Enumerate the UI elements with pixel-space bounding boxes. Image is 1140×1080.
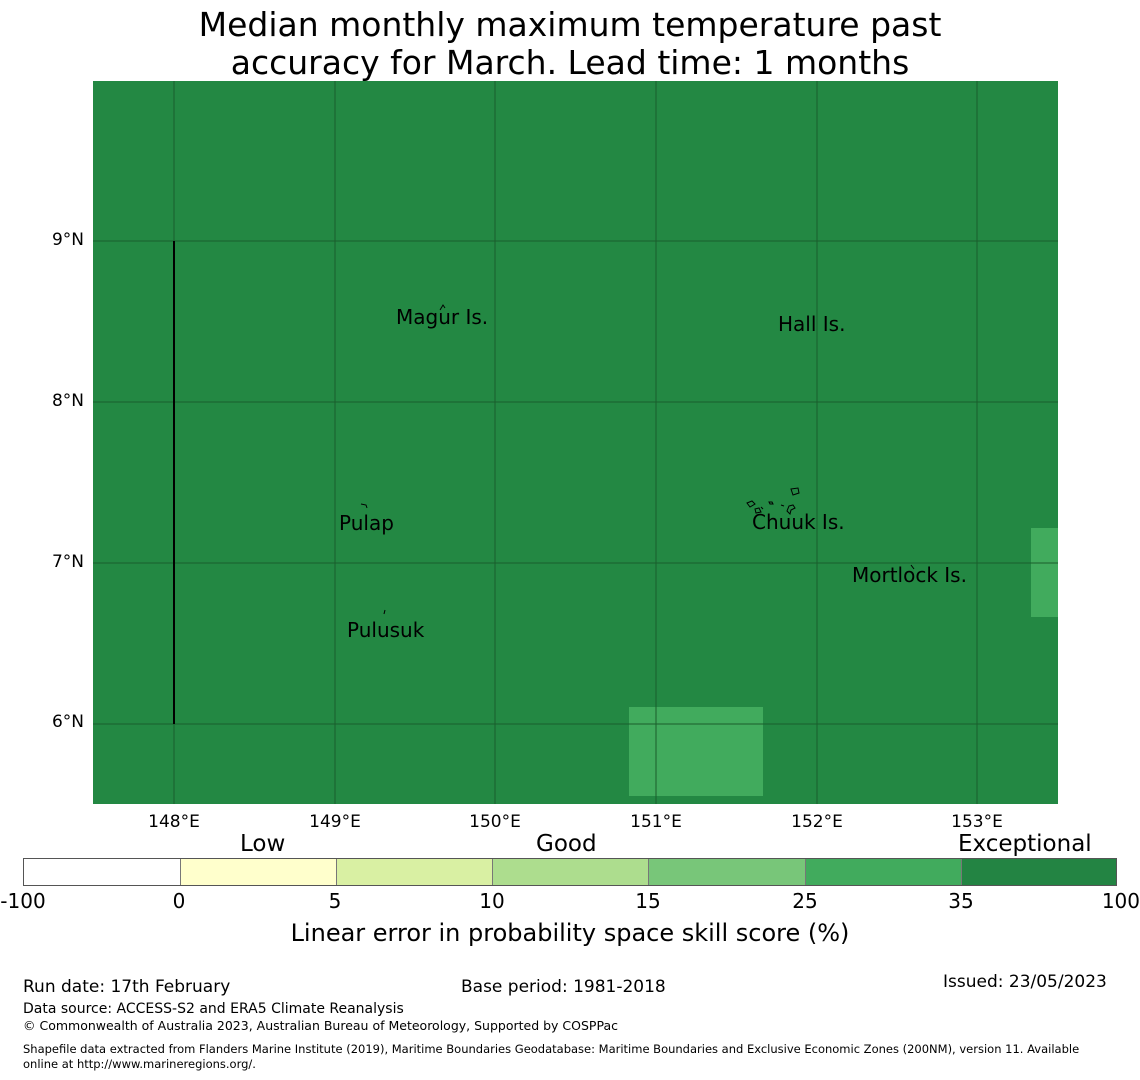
map-title: Median monthly maximum temperature past … (0, 6, 1140, 82)
colorbar (23, 858, 1117, 886)
lon-label-152e: 152°E (791, 812, 843, 832)
run-date: Run date: 17th February (23, 977, 231, 997)
island-pulusuk (383, 609, 386, 615)
colorbar-tick-label: 5 (328, 889, 342, 913)
island-pulap (360, 503, 368, 509)
skill-patch-east (1031, 528, 1058, 617)
island-chuuk-5 (786, 504, 796, 515)
lat-label-7n: 7°N (51, 552, 84, 572)
colorbar-tick-label: 25 (792, 889, 818, 913)
issued-date: Issued: 23/05/2023 (943, 972, 1107, 992)
graticule (93, 81, 1058, 804)
island-chuuk-north (790, 487, 800, 496)
place-label-pulap: Pulap (339, 511, 394, 535)
island-chuuk-2 (754, 507, 762, 514)
map-canvas (93, 81, 1058, 804)
category-low: Low (240, 831, 286, 857)
colorbar-tick-label: 15 (635, 889, 661, 913)
island-chuuk-6 (760, 506, 764, 510)
title-line-2: accuracy for March. Lead time: 1 months (230, 43, 910, 82)
category-exceptional: Exceptional (958, 831, 1092, 857)
base-period: Base period: 1981-2018 (461, 977, 666, 997)
copyright: © Commonwealth of Australia 2023, Austra… (23, 1018, 618, 1033)
colorbar-tick-label: 0 (172, 889, 186, 913)
lat-label-9n: 9°N (51, 230, 84, 250)
colorbar-seg-3 (336, 859, 492, 885)
place-label-chuuk: Chuuk Is. (752, 510, 845, 534)
island-mortlock (910, 564, 915, 570)
lat-label-6n: 6°N (51, 712, 84, 732)
colorbar-tick-label: 35 (948, 889, 974, 913)
lat-label-8n: 8°N (51, 391, 84, 411)
lon-label-149e: 149°E (309, 812, 361, 832)
place-label-magur: Magur Is. (396, 305, 489, 329)
colorbar-seg-1 (24, 859, 180, 885)
lon-label-153e: 153°E (951, 812, 1003, 832)
data-source: Data source: ACCESS-S2 and ERA5 Climate … (23, 1001, 404, 1017)
colorbar-seg-2 (180, 859, 336, 885)
place-label-hall: Hall Is. (778, 312, 846, 336)
map-panel[interactable]: Magur Is. Hall Is. Pulap Chuuk Is. Mortl… (93, 81, 1058, 804)
lon-label-148e: 148°E (148, 812, 200, 832)
shapefile-credit-line-1: Shapefile data extracted from Flanders M… (23, 1042, 1080, 1056)
colorbar-tick-label: -100 (0, 889, 46, 913)
colorbar-seg-4 (492, 859, 648, 885)
skill-patch-south (629, 707, 763, 796)
category-good: Good (536, 831, 597, 857)
colorbar-seg-6 (805, 859, 961, 885)
island-chuuk-1 (746, 500, 756, 508)
title-line-1: Median monthly maximum temperature past (198, 5, 942, 44)
islands (360, 304, 915, 615)
colorbar-seg-7 (961, 859, 1116, 885)
colorbar-label: Linear error in probability space skill … (290, 919, 850, 947)
place-label-pulusuk: Pulusuk (347, 618, 425, 642)
island-chuuk-4 (780, 504, 785, 507)
island-chuuk-3 (768, 501, 774, 505)
lon-label-150e: 150°E (469, 812, 521, 832)
colorbar-tick-label: 10 (479, 889, 505, 913)
island-magur (439, 304, 446, 311)
lon-label-151e: 151°E (630, 812, 682, 832)
colorbar-tick-label: 100 (1101, 889, 1140, 913)
place-label-mortlock: Mortlock Is. (852, 563, 967, 587)
colorbar-seg-5 (648, 859, 805, 885)
shapefile-credit-line-2: online at http://www.marineregions.org/. (23, 1057, 256, 1071)
